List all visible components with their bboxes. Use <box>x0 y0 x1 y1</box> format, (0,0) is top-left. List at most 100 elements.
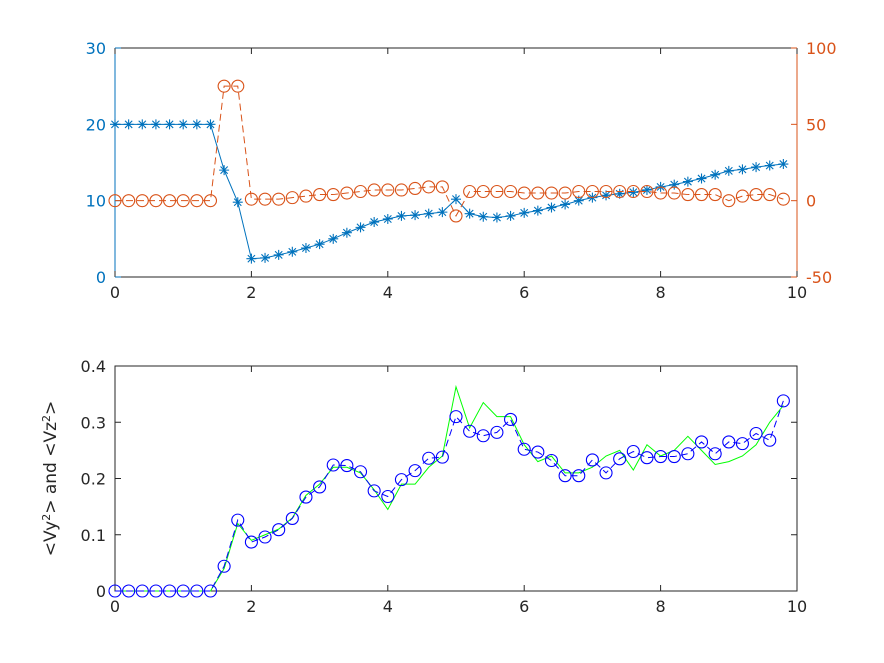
series-0-point-44 <box>710 169 721 180</box>
series-1-point-32 <box>544 186 559 200</box>
series-1-point-36 <box>599 466 613 480</box>
series-0-point-42 <box>682 176 693 187</box>
series-1-point-25 <box>449 410 463 424</box>
series-0-point-29 <box>505 210 516 221</box>
series-1-point-6 <box>190 194 204 208</box>
series-1-point-46 <box>735 189 749 203</box>
series-0-point-0 <box>110 119 120 130</box>
series-1-point-2 <box>135 584 149 598</box>
series-0-point-38 <box>628 187 639 198</box>
series-0-point-7 <box>205 119 216 130</box>
series-1-point-37 <box>613 184 627 199</box>
series-1-point-10 <box>244 192 258 206</box>
series-1-point-39 <box>640 184 654 199</box>
series-0-point-28 <box>491 212 502 223</box>
series-0-point-12 <box>273 249 284 260</box>
series-1-point-42 <box>681 188 695 202</box>
y-right-tick-label: 50 <box>806 115 826 134</box>
series-1-point-27 <box>476 184 490 199</box>
series-1-point-24 <box>435 450 449 464</box>
series-1-point-28 <box>490 425 504 439</box>
series-1-point-45 <box>722 194 736 208</box>
series-0-point-43 <box>696 173 707 184</box>
series-0-point-23 <box>423 208 434 219</box>
series-0-point-9 <box>232 197 243 208</box>
series-0-point-46 <box>737 164 748 175</box>
series-1-point-2 <box>135 194 149 208</box>
x-tick-label: 10 <box>787 283 807 302</box>
series-1-point-34 <box>572 184 586 199</box>
series-0-point-47 <box>751 162 762 173</box>
axes: 0 2 4 6 8 10 0 0.1 0.2 0.3 0.4 <Vy2> and <Vz2> <box>40 357 808 616</box>
series-1-point-31 <box>531 186 545 200</box>
y-right-tick-label: 100 <box>806 39 837 58</box>
series-1-point-43 <box>694 435 709 449</box>
series-1-point-14 <box>299 189 313 203</box>
series-0-point-2 <box>137 119 148 130</box>
series-1-point-35 <box>585 184 599 199</box>
series-1-point-44 <box>708 447 722 461</box>
series-1-point-1 <box>122 584 136 598</box>
series-1-point-34 <box>572 469 586 483</box>
series-1-point-18 <box>353 465 368 479</box>
y-left-tick-label: 10 <box>86 192 106 211</box>
series-1-point-44 <box>708 188 722 202</box>
series-1-point-24 <box>435 180 449 194</box>
y-tick-label: 0 <box>96 582 106 601</box>
series-1-point-11 <box>258 192 272 206</box>
series-1-point-40 <box>654 450 668 464</box>
series-1-point-17 <box>340 186 354 200</box>
series-1-point-3 <box>149 194 163 208</box>
series-1-point-5 <box>176 584 190 598</box>
series-0-point-25 <box>451 194 461 205</box>
y-tick-label: 0.2 <box>81 470 106 489</box>
series-1-point-33 <box>558 469 572 483</box>
series-1-point-30 <box>517 442 531 456</box>
y-tick-label: 0.3 <box>81 413 106 432</box>
series-1-point-40 <box>654 186 668 200</box>
series-1-point-7 <box>203 194 218 208</box>
series-1-point-16 <box>326 188 340 202</box>
series-0-point-13 <box>287 246 298 257</box>
series-1-point-4 <box>163 194 177 208</box>
series-1-point-28 <box>490 184 504 199</box>
series-1-point-22 <box>408 181 422 196</box>
series-1-line <box>115 400 784 592</box>
series-0-point-34 <box>573 195 584 206</box>
x-tick-label: 6 <box>519 597 529 616</box>
series-1-point-17 <box>340 459 354 473</box>
series-0-point-17 <box>341 227 352 238</box>
series-1-point-43 <box>694 188 709 202</box>
series-1-point-35 <box>585 453 599 467</box>
series-0-point-1 <box>123 119 134 130</box>
series-1-point-49 <box>776 192 790 206</box>
series-1-point-23 <box>422 451 436 465</box>
x-tick-label: 0 <box>110 283 120 302</box>
series-0-point-27 <box>478 211 489 222</box>
y-tick-label: 0.4 <box>81 357 106 376</box>
series-1-point-21 <box>394 183 408 197</box>
y-tick-label: 0.1 <box>81 526 106 545</box>
series-1-point-21 <box>394 473 408 487</box>
series-0-point-4 <box>164 119 175 130</box>
bottom-chart: 0 2 4 6 8 10 0 0.1 0.2 0.3 0.4 <Vy2> and <Vz2> <box>40 357 808 616</box>
series-0-point-5 <box>178 119 189 130</box>
series-0-point-31 <box>532 205 543 216</box>
series-0-point-33 <box>560 199 571 210</box>
series-1-point-30 <box>517 186 531 200</box>
series-1-point-26 <box>463 184 477 199</box>
series-0-point-10 <box>246 253 257 264</box>
series-1-point-41 <box>667 186 681 200</box>
series-0-point-19 <box>369 217 380 228</box>
series-0-point-11 <box>260 252 271 263</box>
series-1-point-16 <box>326 458 340 472</box>
series-0-point-26 <box>464 208 475 219</box>
series-group <box>108 79 790 264</box>
series-1-point-18 <box>353 184 368 199</box>
series-1-point-1 <box>122 194 136 208</box>
series-1-point-14 <box>299 490 313 504</box>
series-1-point-46 <box>735 437 749 451</box>
series-1-point-48 <box>763 433 777 447</box>
series-0-point-6 <box>191 119 202 130</box>
